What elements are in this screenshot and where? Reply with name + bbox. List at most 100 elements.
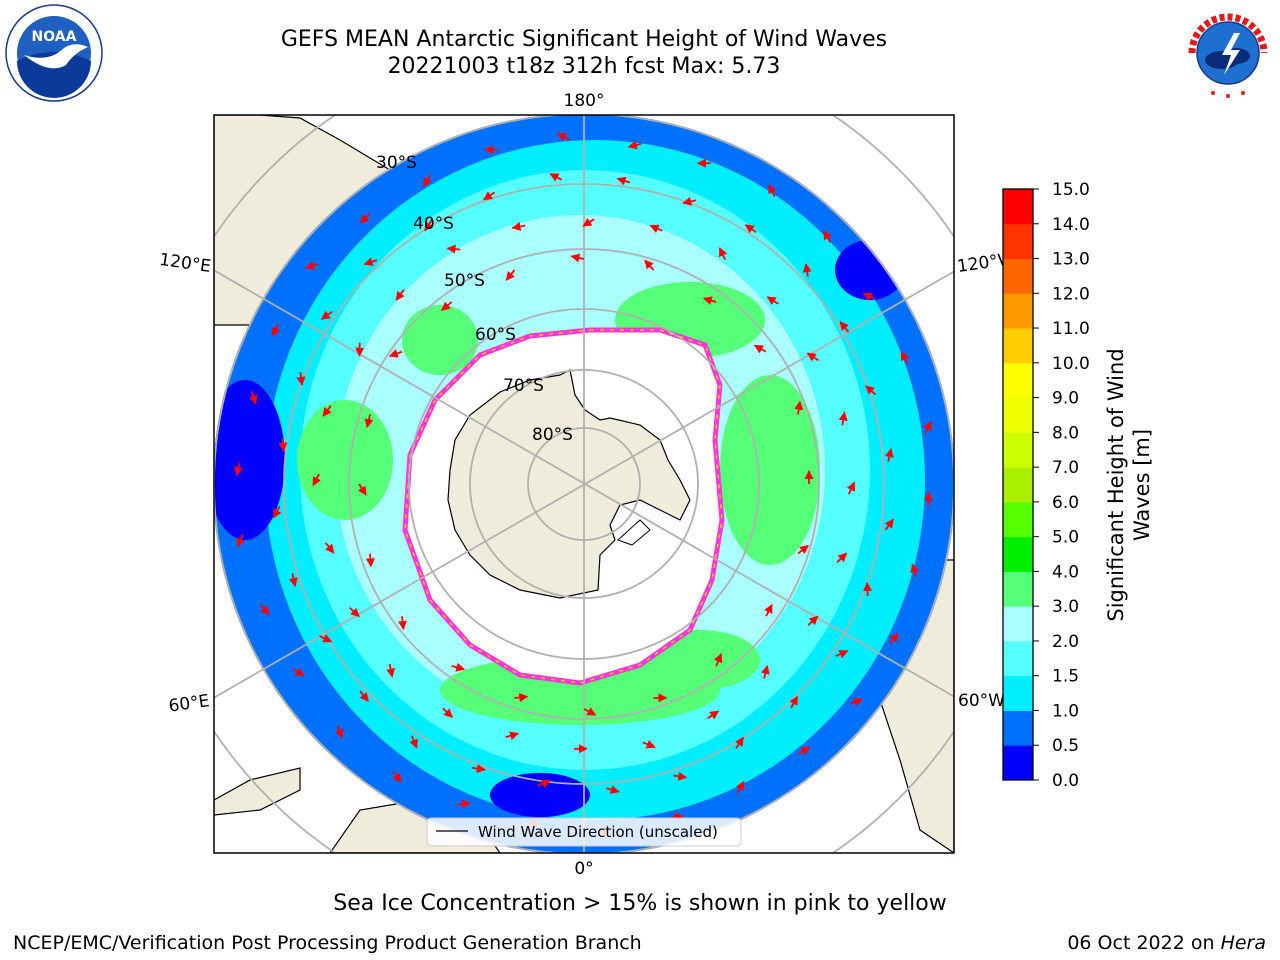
run-date: 06 Oct 2022 on [1067, 932, 1215, 954]
wind-wave-arrow [319, 634, 333, 643]
legend-label: Wind Wave Direction (unscaled) [478, 823, 718, 841]
noaa-logo-text: NOAA [32, 29, 77, 45]
colorbar-tick-label: 5.0 [1052, 528, 1079, 548]
wind-wave-arrow [806, 352, 819, 362]
colorbar-tick-label: 11.0 [1052, 319, 1090, 339]
wind-wave-arrow [442, 707, 453, 718]
wind-wave-arrow [320, 310, 333, 320]
wind-wave-arrow [760, 664, 770, 679]
wind-wave-arrow [910, 563, 920, 577]
colorbar-tick-label: 6.0 [1052, 493, 1079, 513]
wind-wave-arrow [884, 518, 894, 531]
lon-label-120e: 120°E [158, 250, 212, 277]
colorbar-bin [1003, 293, 1033, 329]
wind-wave-arrow [457, 799, 471, 809]
run-host: Hera [1220, 932, 1266, 954]
colorbar-tick-label: 2.0 [1052, 632, 1079, 652]
wind-wave-arrow [296, 371, 306, 386]
colorbar-tick-label: 3.0 [1052, 597, 1079, 617]
wind-wave-arrow [348, 606, 360, 618]
wind-wave-arrow [884, 448, 894, 462]
colorbar-bin [1003, 397, 1033, 433]
colorbar-bin [1003, 745, 1033, 781]
wind-wave-arrow [364, 414, 374, 429]
wind-wave-arrow [923, 420, 932, 434]
wind-wave-arrow [649, 224, 663, 234]
lat-label-50s: 50°S [444, 271, 485, 291]
wind-wave-arrow [736, 780, 745, 794]
wind-wave-arrow [735, 736, 745, 749]
run-stamp: 06 Oct 2022 on Hera [1067, 932, 1266, 954]
colorbar-bin [1003, 710, 1033, 746]
wind-wave-arrow [324, 542, 335, 554]
wind-wave-arrow [289, 573, 298, 588]
lat-label-30s: 30°S [376, 153, 417, 173]
wind-wave-arrow [322, 405, 332, 417]
wind-wave-arrow [797, 746, 811, 756]
colorbar-ticks: 0.0 0.5 1.0 1.5 2.0 3.0 4.0 5.0 6.0 7.0 8.0 9.0 10.0… [1033, 180, 1090, 791]
colorbar-bin [1003, 606, 1033, 642]
lon-label-0: 0° [574, 859, 593, 879]
wind-wave-arrow [794, 400, 804, 415]
wind-wave-arrow [807, 615, 819, 626]
wind-wave-arrow [505, 269, 516, 281]
chart-subtitle: 20221003 t18z 312h fcst Max: 5.73 [387, 54, 781, 79]
wind-wave-arrow [409, 735, 418, 749]
wind-wave-arrow [388, 349, 403, 358]
wind-wave-arrow [863, 581, 873, 596]
colorbar-tick-label: 8.0 [1052, 423, 1079, 443]
colorbar-bin [1003, 432, 1033, 468]
colorbar-tick-label: 1.0 [1052, 701, 1079, 721]
wind-wave-arrow [713, 653, 723, 667]
wind-wave-arrow [753, 344, 767, 354]
wind-wave-arrow [556, 132, 570, 142]
wind-wave-arrow [511, 222, 526, 231]
wind-wave-arrow [846, 481, 856, 495]
lat-label-80s: 80°S [532, 425, 573, 445]
wind-wave-arrow [549, 172, 563, 182]
wind-wave-arrow [304, 261, 319, 270]
wind-wave-arrow [471, 764, 486, 773]
map-area: Wind Wave Direction (unscaled) [214, 115, 954, 853]
wind-wave-arrow [718, 247, 728, 261]
wind-wave-arrow [234, 462, 243, 477]
colorbar-frame [1002, 188, 1034, 781]
wind-wave-arrow [312, 473, 321, 487]
wind-wave-arrow [357, 483, 367, 496]
lon-label-60e: 60°E [167, 691, 210, 716]
wind-wave-arrow [744, 224, 757, 234]
wind-wave-arrow [616, 176, 631, 186]
colorbar-tick-label: 0.0 [1052, 771, 1079, 791]
lon-label-180: 180° [564, 91, 605, 111]
wind-wave-arrow [707, 710, 720, 720]
wind-wave-arrow [278, 437, 288, 452]
wind-wave-arrow [537, 779, 551, 788]
wind-wave-arrow [789, 695, 799, 709]
wind-wave-arrow [797, 544, 809, 555]
wind-wave-arrow [505, 731, 520, 741]
wind-wave-arrow [363, 257, 378, 266]
wind-wave-arrow [865, 385, 877, 396]
wind-wave-arrow [839, 321, 850, 333]
wind-wave-arrow [514, 692, 529, 702]
wind-wave-arrow [441, 301, 453, 311]
wind-wave-arrow [260, 603, 270, 616]
credit-text: NCEP/EMC/Verification Post Processing Pr… [13, 932, 642, 954]
lon-label-60w: 60°W [958, 691, 1005, 711]
wind-wave-arrow [392, 770, 402, 783]
wind-wave-arrow [424, 219, 434, 232]
wind-wave-arrow [673, 771, 688, 781]
colorbar-bin [1003, 223, 1033, 260]
colorbar-bin [1003, 189, 1033, 225]
colorbar-tick-label: 0.5 [1052, 736, 1079, 756]
wind-wave-arrow [422, 174, 432, 187]
colorbar-tick-label: 7.0 [1052, 458, 1079, 478]
arrow-legend: Wind Wave Direction (unscaled) [426, 817, 742, 847]
colorbar-bin [1003, 467, 1033, 503]
wind-wave-arrow [335, 725, 344, 739]
wind-wave-arrow [627, 140, 642, 150]
colorbar-tick-label: 13.0 [1052, 250, 1090, 270]
wind-wave-arrow [583, 707, 597, 716]
wind-wave-arrow [292, 667, 305, 677]
wind-wave-arrow [606, 785, 620, 794]
